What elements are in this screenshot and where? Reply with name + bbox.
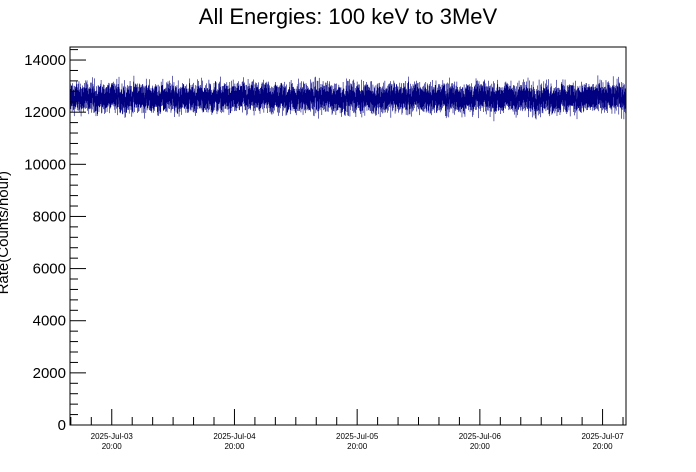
x-tick-labels: 2025-Jul-0320:002025-Jul-0420:002025-Jul… bbox=[91, 432, 625, 451]
plot-frame bbox=[69, 46, 627, 426]
y-tick-label: 12000 bbox=[24, 104, 66, 121]
y-tick-label: 4000 bbox=[33, 313, 66, 330]
x-tick-date: 2025-Jul-07 bbox=[581, 432, 624, 441]
x-tick-time: 20:00 bbox=[470, 442, 491, 451]
x-tick-time: 20:00 bbox=[347, 442, 368, 451]
x-tick-time: 20:00 bbox=[102, 442, 123, 451]
x-tick-date: 2025-Jul-04 bbox=[213, 432, 256, 441]
y-tick-label: 2000 bbox=[33, 365, 66, 382]
y-tick-label: 0 bbox=[58, 417, 66, 434]
chart-title: All Energies: 100 keV to 3MeV bbox=[199, 4, 498, 29]
y-tick-labels: 0 2000 4000 6000 8000 10000 12000 14000 bbox=[24, 52, 66, 434]
y-axis-label: Rate(Counts/hour) bbox=[0, 171, 12, 294]
x-tick-date: 2025-Jul-05 bbox=[336, 432, 379, 441]
x-tick-time: 20:00 bbox=[224, 442, 245, 451]
y-tick-label: 10000 bbox=[24, 156, 66, 173]
y-tick-label: 8000 bbox=[33, 208, 66, 225]
y-tick-label: 14000 bbox=[24, 52, 66, 69]
data-series bbox=[69, 75, 627, 122]
series-line bbox=[69, 85, 627, 112]
x-tick-time: 20:00 bbox=[593, 442, 614, 451]
y-tick-label: 6000 bbox=[33, 261, 66, 278]
x-tick-date: 2025-Jul-06 bbox=[459, 432, 502, 441]
x-tick-date: 2025-Jul-03 bbox=[91, 432, 134, 441]
axes bbox=[70, 49, 624, 426]
